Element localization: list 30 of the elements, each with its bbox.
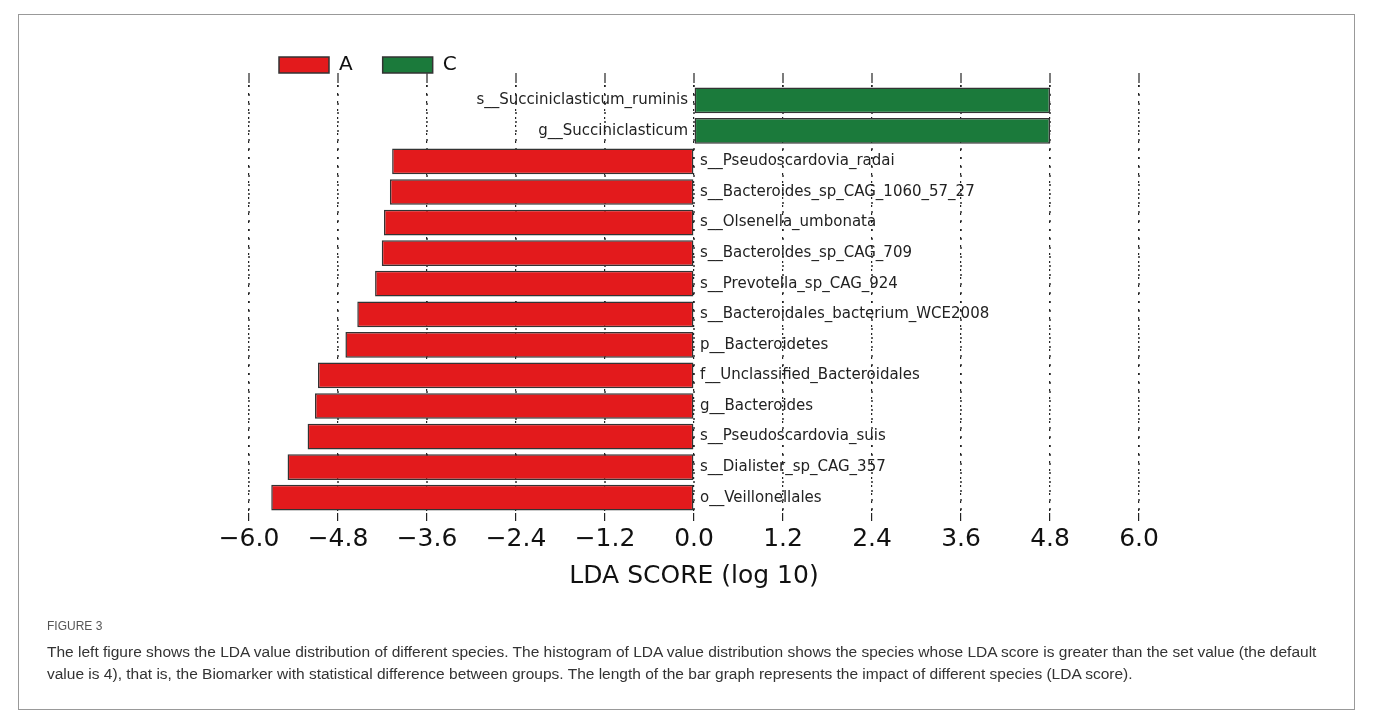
y-tick-label: f__Unclassified_Bacteroidales xyxy=(700,365,920,385)
y-tick-label: s__Pseudoscardovia_suis xyxy=(700,426,886,446)
caption: FIGURE 3 xyxy=(47,618,104,635)
y-tick-label: p__Bacteroidetes xyxy=(700,334,829,354)
legend-label: C xyxy=(442,51,457,76)
y-tick-label: s__Succiniclasticum_ruminis xyxy=(476,90,689,110)
y-tick-label: s__Bacteroidales_bacterium_WCE2008 xyxy=(700,304,990,324)
y-tick-label: o__Veillonellales xyxy=(700,487,822,507)
x-tick-label: 4.8 xyxy=(1030,522,1070,552)
y-tick-label: s__Prevotella_sp_CAG_924 xyxy=(700,273,898,293)
y-tick-label: s__Bacteroides_sp_CAG_1060_57_27 xyxy=(700,181,975,201)
y-tick-label: g__Succiniclasticum xyxy=(538,120,688,140)
y-tick-label: s__Olsenella_umbonata xyxy=(700,212,877,232)
x-tick-label: 6.0 xyxy=(1119,522,1159,552)
x-tick-label: −6.0 xyxy=(218,522,280,552)
x-tick-label: 3.6 xyxy=(941,522,981,552)
x-tick-label: 1.2 xyxy=(763,522,803,552)
x-tick-label: −1.2 xyxy=(574,522,636,552)
x-tick-label: −3.6 xyxy=(396,522,458,552)
x-tick-label: 0.0 xyxy=(674,522,714,552)
x-axis-title: LDA SCORE (log 10) xyxy=(569,559,819,589)
x-tick-label: −4.8 xyxy=(307,522,369,552)
legend-label: A xyxy=(339,51,353,76)
x-tick-label: 2.4 xyxy=(852,522,892,552)
y-tick-label: s__Pseudoscardovia_radai xyxy=(700,151,895,171)
y-tick-label: s__Bacteroides_sp_CAG_709 xyxy=(700,243,912,263)
text: The left figure shows the LDA value distribution of different species. The histogram of LDA value distribution shows the species whose LDA score is greater than the set value (the default value is 4), that is, the Biomarker with statistical difference between groups. The length of the bar graph represents the impact of different species (LDA score). xyxy=(47,642,1318,684)
y-tick-label: s__Dialister_sp_CAG_357 xyxy=(700,457,886,477)
y-tick-label: g__Bacteroides xyxy=(700,395,814,415)
x-tick-label: −2.4 xyxy=(485,522,547,552)
